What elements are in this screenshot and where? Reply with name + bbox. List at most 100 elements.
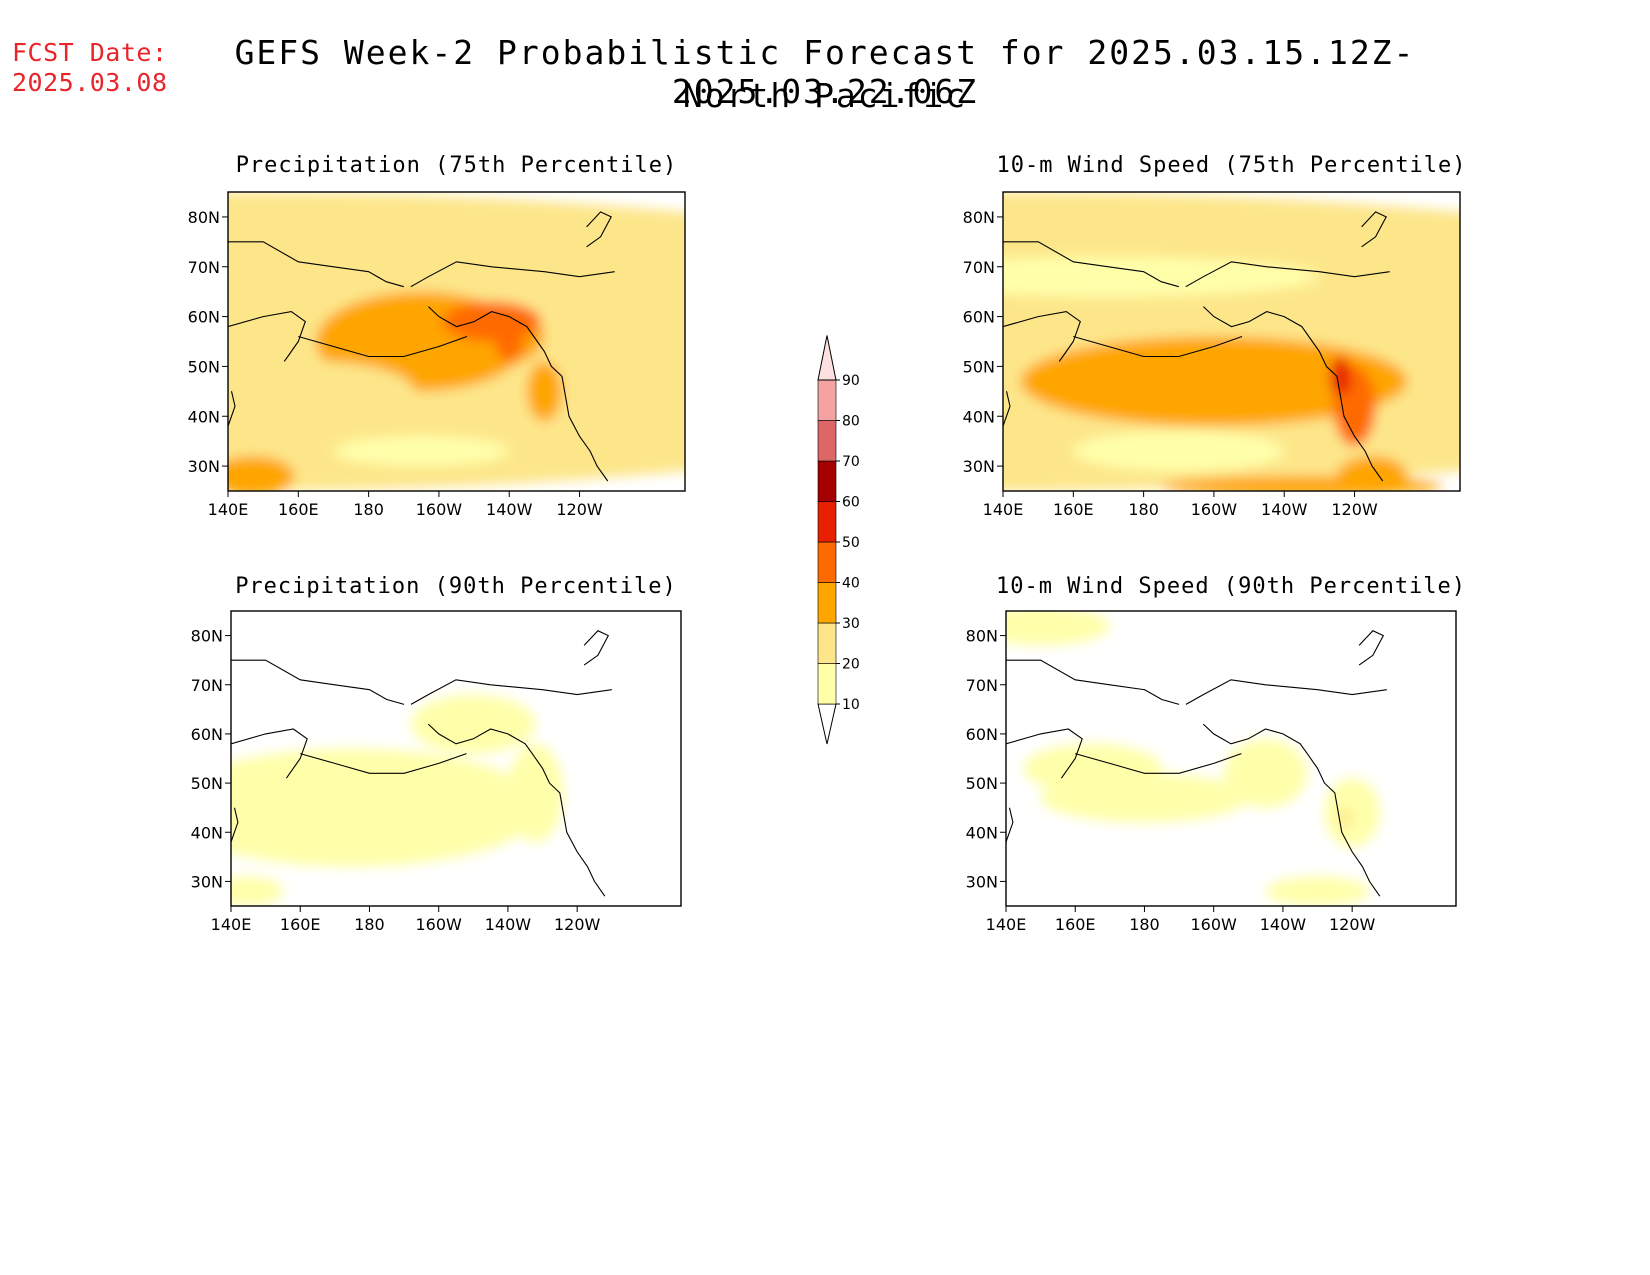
- coastline-segment: [231, 728, 308, 779]
- coastline-segment: [427, 723, 606, 897]
- coastline-segment: [228, 391, 236, 428]
- colorbar-label: 50: [842, 535, 860, 551]
- panel-2: 10-m Wind Speed (75th Percentile) 140E 160…: [963, 153, 1466, 519]
- lat-tick-label: 50N: [188, 357, 220, 376]
- coastline-segment: [1075, 753, 1242, 774]
- forecast-date-label: FCST Date: 2025.03.08: [12, 38, 168, 98]
- coastline-segment: [1185, 679, 1387, 705]
- panel-frame: [227, 191, 686, 492]
- colorbar-swatch: [817, 663, 837, 705]
- coastline-segment: [1003, 391, 1011, 428]
- colorbar-swatch: [817, 541, 837, 583]
- coastline-segment: [1361, 211, 1387, 248]
- coastline-segment: [428, 306, 609, 482]
- lat-tick-label: 50N: [966, 774, 998, 793]
- lat-tick-label: 80N: [966, 627, 998, 646]
- lon-tick-label: 180: [354, 915, 385, 934]
- lat-tick-label: 70N: [963, 258, 995, 277]
- coastline-segment: [300, 753, 467, 774]
- lat-tick-label: 40N: [188, 407, 220, 426]
- coastline-segment: [1006, 659, 1180, 705]
- lat-tick-label: 50N: [963, 357, 995, 376]
- colorbar-under-triangle: [817, 703, 837, 745]
- coastline-segment: [1003, 311, 1081, 362]
- coastline-segment: [231, 807, 239, 844]
- lat-tick-label: 30N: [966, 872, 998, 891]
- colorbar-label: 70: [842, 454, 860, 470]
- coastline: [228, 211, 615, 482]
- panel-title: 10-m Wind Speed (75th Percentile): [996, 153, 1466, 178]
- colorbar-label: 30: [842, 616, 860, 632]
- lon-tick-label: 180: [1128, 500, 1159, 519]
- lon-tick-label: 160E: [1055, 915, 1096, 934]
- coastline: [231, 630, 612, 897]
- panel-frame: [1002, 191, 1461, 492]
- lon-tick-label: 140E: [211, 915, 252, 934]
- coastline-segment: [1203, 306, 1384, 482]
- panel-field: [1006, 611, 1456, 906]
- coastline-segment: [1003, 241, 1179, 288]
- colorbar-swatch: [817, 420, 837, 462]
- probability-contour: [1265, 876, 1370, 906]
- colorbar-swatch: [817, 460, 837, 502]
- probability-contour: [526, 361, 562, 422]
- lat-tick-label: 50N: [191, 774, 223, 793]
- lat-tick-label: 60N: [966, 725, 998, 744]
- panel-frame: [1005, 610, 1457, 907]
- coastline-segment: [1006, 728, 1083, 779]
- lon-tick-label: 140W: [486, 500, 533, 519]
- coastline-segment: [410, 679, 612, 705]
- lat-tick-label: 60N: [963, 308, 995, 327]
- lat-tick-label: 60N: [188, 308, 220, 327]
- probability-contour: [1161, 476, 1443, 491]
- panel-3: Precipitation (90th Percentile) 140E 160E 1…: [191, 574, 682, 934]
- colorbar-label: 40: [842, 576, 860, 592]
- probability-contour: [228, 192, 685, 491]
- colorbar-swatch: [817, 622, 837, 664]
- lat-tick-label: 30N: [188, 457, 220, 476]
- probability-contour: [228, 456, 295, 491]
- lon-tick-label: 140W: [1260, 915, 1307, 934]
- panel-1: Precipitation (75th Percentile) 140E 160E 1…: [188, 153, 686, 519]
- panel-field: [228, 192, 685, 491]
- lon-tick-label: 180: [353, 500, 384, 519]
- probability-contour: [1329, 356, 1352, 397]
- colorbar-label: 80: [842, 414, 860, 430]
- coastline-segment: [1358, 630, 1385, 666]
- colorbar-label: 10: [842, 697, 860, 713]
- probability-contour: [1040, 773, 1249, 823]
- coastline-segment: [1073, 335, 1243, 358]
- colorbar-over-triangle: [817, 335, 837, 381]
- fcst-date: 2025.03.08: [12, 68, 168, 97]
- lon-tick-label: 160E: [280, 915, 321, 934]
- lat-tick-label: 80N: [188, 208, 220, 227]
- lon-tick-label: 140W: [1261, 500, 1308, 519]
- lon-tick-label: 160W: [416, 915, 463, 934]
- probability-contour: [1003, 256, 1320, 297]
- colorbar-label: 60: [842, 495, 860, 511]
- probability-contour: [1006, 611, 1110, 646]
- coastline-segment: [228, 311, 306, 362]
- lon-tick-label: 140E: [208, 500, 249, 519]
- lat-tick-label: 70N: [966, 676, 998, 695]
- lat-tick-label: 40N: [191, 823, 223, 842]
- coastline-segment: [586, 211, 612, 248]
- panel-frame: [230, 610, 682, 907]
- panel-field: [1003, 192, 1460, 491]
- coastline-segment: [1185, 261, 1390, 288]
- probability-contour: [495, 321, 524, 362]
- lon-tick-label: 120W: [1329, 915, 1376, 934]
- lon-tick-label: 160W: [1191, 915, 1238, 934]
- panel-title: Precipitation (90th Percentile): [235, 574, 677, 599]
- colorbar-label: 90: [842, 373, 860, 389]
- probability-contour: [333, 436, 510, 467]
- probability-contour: [231, 876, 283, 906]
- lon-tick-label: 140E: [983, 500, 1024, 519]
- lat-tick-label: 30N: [191, 872, 223, 891]
- region-subtitle: North Pacific: [682, 76, 968, 115]
- probability-contour: [411, 694, 536, 754]
- lat-tick-label: 70N: [188, 258, 220, 277]
- colorbar-label: 20: [842, 657, 860, 673]
- coastline-segment: [1006, 807, 1014, 844]
